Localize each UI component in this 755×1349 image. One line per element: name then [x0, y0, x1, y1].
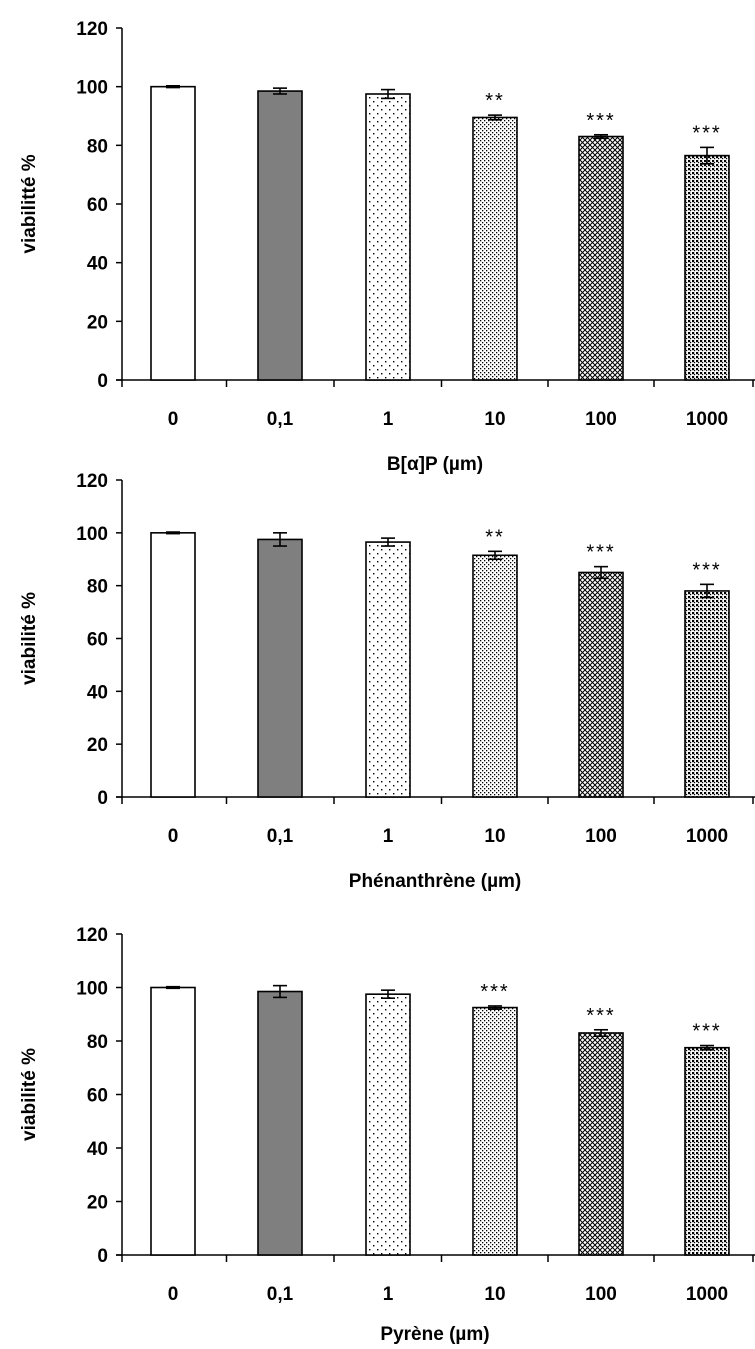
y-tick-label: 80 [87, 136, 108, 157]
x-tick-label: 1000 [686, 409, 728, 430]
x-tick-label: 100 [585, 826, 617, 847]
y-tick-label: 60 [87, 1086, 108, 1107]
bar-0,1 [257, 990, 303, 1256]
bar-10 [472, 1006, 518, 1256]
x-tick-label: 1000 [686, 826, 728, 847]
x-tick-label: 100 [585, 1284, 617, 1305]
chart-panel-2: 0 20 40 60 80 100 120 0 0,1 1 ** 10 *** 100 *** 1000 Phé… [19, 471, 755, 892]
bar-0 [150, 532, 196, 798]
significance-label: ** [485, 526, 505, 548]
bar-100 [578, 1032, 624, 1256]
significance-label: ** [485, 90, 505, 112]
y-tick-label: 120 [76, 925, 108, 946]
significance-label: *** [480, 981, 509, 1003]
y-axis-title: viabilité % [19, 1048, 40, 1141]
y-tick-label: 100 [76, 524, 108, 545]
significance-label: *** [586, 110, 615, 132]
x-tick-label: 1 [383, 826, 394, 847]
significance-label: *** [692, 1021, 721, 1043]
y-tick-label: 0 [97, 788, 108, 809]
bar-1 [365, 993, 411, 1256]
chart-panel-1: 0 20 40 60 80 100 120 0 0,1 1 ** 10 *** 100 *** 1000 B[α… [19, 19, 755, 475]
y-tick-label: 100 [76, 979, 108, 1000]
x-axis-title: Phénanthrène (µm) [349, 871, 521, 892]
bar-0 [150, 85, 196, 381]
x-axis-title: Pyrène (µm) [380, 1324, 489, 1345]
x-tick-label: 10 [484, 1284, 505, 1305]
y-axis-title: viabilitté % [19, 154, 40, 253]
y-tick-label: 0 [97, 1246, 108, 1267]
x-tick-label: 0,1 [267, 409, 294, 430]
y-tick-label: 100 [76, 78, 108, 99]
y-tick-label: 60 [87, 195, 108, 216]
bar-0,1 [257, 538, 303, 798]
bar-1000 [684, 1046, 730, 1256]
y-tick-label: 80 [87, 577, 108, 598]
y-tick-label: 0 [97, 371, 108, 392]
bar-0 [150, 986, 196, 1256]
significance-label: *** [692, 559, 721, 581]
chart-panel-3: 0 20 40 60 80 100 120 0 0,1 1 *** 10 *** 100 *** 1000 Py… [19, 925, 755, 1345]
x-tick-label: 10 [484, 826, 505, 847]
y-axis-title: viabilité % [19, 592, 40, 685]
bar-1 [365, 541, 411, 798]
bar-10 [472, 554, 518, 798]
x-tick-label: 1 [383, 409, 394, 430]
x-tick-label: 1000 [686, 1284, 728, 1305]
bar-1000 [684, 590, 730, 798]
x-tick-label: 10 [484, 409, 505, 430]
y-tick-label: 60 [87, 630, 108, 651]
significance-label: *** [692, 122, 721, 144]
bar-0,1 [257, 90, 303, 381]
y-tick-label: 20 [87, 1193, 108, 1214]
x-tick-label: 1 [383, 1284, 394, 1305]
bar-1 [365, 93, 411, 381]
x-tick-label: 0,1 [267, 1284, 294, 1305]
y-tick-label: 40 [87, 1139, 108, 1160]
x-tick-label: 0 [168, 826, 179, 847]
y-tick-label: 40 [87, 254, 108, 275]
bar-100 [578, 135, 624, 381]
x-tick-label: 100 [585, 409, 617, 430]
bar-100 [578, 571, 624, 798]
bar-1000 [684, 154, 730, 381]
significance-label: *** [586, 542, 615, 564]
y-tick-label: 20 [87, 312, 108, 333]
x-tick-label: 0 [168, 1284, 179, 1305]
y-tick-label: 20 [87, 735, 108, 756]
y-tick-label: 120 [76, 19, 108, 40]
bar-10 [472, 116, 518, 381]
x-tick-label: 0,1 [267, 826, 294, 847]
x-axis-title: B[α]P (µm) [387, 454, 483, 475]
y-tick-label: 120 [76, 471, 108, 492]
x-tick-label: 0 [168, 409, 179, 430]
significance-label: *** [586, 1005, 615, 1027]
y-tick-label: 40 [87, 682, 108, 703]
y-tick-label: 80 [87, 1032, 108, 1053]
